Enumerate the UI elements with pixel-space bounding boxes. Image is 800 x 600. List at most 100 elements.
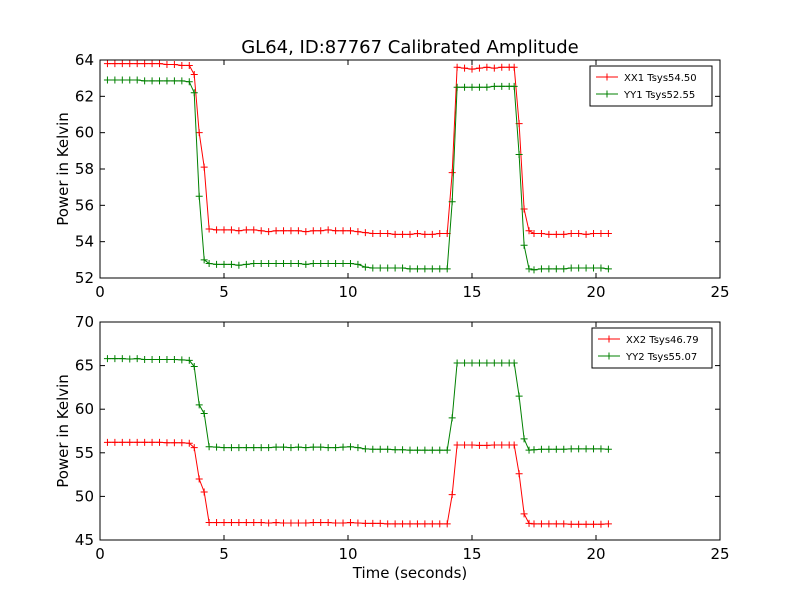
data-point	[376, 445, 384, 453]
data-point	[126, 355, 134, 363]
data-point	[399, 520, 407, 528]
legend-marker	[605, 335, 613, 343]
data-point	[354, 260, 362, 268]
data-point	[317, 519, 325, 527]
data-point	[468, 441, 476, 449]
data-point	[332, 444, 340, 452]
data-point	[205, 259, 213, 267]
data-point	[185, 356, 193, 364]
data-point	[448, 198, 456, 206]
legend: XX2 Tsys46.79 YY2 Tsys55.07	[591, 327, 713, 369]
data-point	[163, 355, 171, 363]
data-point	[510, 441, 518, 449]
data-point	[590, 229, 598, 237]
data-point	[220, 226, 228, 234]
data-point	[453, 63, 461, 71]
x-tick-label: 20	[586, 545, 605, 563]
data-point	[560, 265, 568, 273]
data-point	[369, 445, 377, 453]
data-point	[250, 226, 258, 234]
data-point	[126, 60, 134, 68]
data-point	[530, 266, 538, 274]
data-point	[190, 362, 198, 370]
data-point	[309, 227, 317, 235]
data-point	[200, 410, 208, 418]
data-point	[156, 77, 164, 85]
data-point	[250, 519, 258, 527]
data-point	[272, 443, 280, 451]
y-tick-label: 70	[75, 313, 94, 331]
data-point	[361, 263, 369, 271]
data-point	[443, 520, 451, 528]
data-point	[302, 444, 310, 452]
data-point	[475, 441, 483, 449]
data-point	[530, 520, 538, 528]
data-point	[590, 445, 598, 453]
data-point	[354, 228, 362, 236]
data-point	[468, 359, 476, 367]
x-tick-label: 0	[95, 283, 105, 301]
data-point	[461, 64, 469, 72]
x-tick-label: 20	[586, 283, 605, 301]
x-tick-label: 5	[219, 545, 229, 563]
data-point	[520, 510, 528, 518]
data-point	[582, 230, 590, 238]
legend-label: XX2 Tsys46.79	[626, 335, 699, 346]
y-tick-label: 58	[75, 160, 94, 178]
data-point	[265, 444, 273, 452]
bottom-plot: Power in Kelvin 0 5 10 15 20 25 45 50 55 60 65 70 XX2…	[54, 313, 730, 563]
data-point	[461, 441, 469, 449]
data-point	[575, 520, 583, 528]
data-point	[111, 76, 119, 84]
data-point	[200, 256, 208, 264]
data-point	[133, 355, 141, 363]
data-point	[545, 230, 553, 238]
data-point	[567, 445, 575, 453]
data-point	[567, 264, 575, 272]
data-point	[118, 76, 126, 84]
data-point	[391, 264, 399, 272]
data-point	[515, 150, 523, 158]
x-axis-label: Time (seconds)	[352, 564, 468, 582]
data-point	[141, 77, 149, 85]
data-point	[287, 519, 295, 527]
y-tick-label: 65	[75, 357, 94, 375]
data-point	[156, 355, 164, 363]
data-point	[272, 259, 280, 267]
data-point	[111, 60, 119, 68]
data-point	[537, 445, 545, 453]
data-point	[604, 229, 612, 237]
data-point	[227, 260, 235, 268]
y-tick-label: 55	[75, 444, 94, 462]
data-point	[604, 520, 612, 528]
data-point	[324, 259, 332, 267]
data-point	[483, 83, 491, 91]
data-point	[498, 82, 506, 90]
data-point	[170, 355, 178, 363]
data-point	[294, 259, 302, 267]
data-point	[346, 259, 354, 267]
data-point	[453, 359, 461, 367]
data-point	[280, 443, 288, 451]
data-point	[126, 438, 134, 446]
x-tick-label: 15	[462, 545, 481, 563]
data-point	[332, 227, 340, 235]
data-point	[421, 520, 429, 528]
data-point	[552, 265, 560, 273]
data-point	[582, 520, 590, 528]
data-point	[413, 265, 421, 273]
data-point	[520, 241, 528, 249]
data-point	[475, 64, 483, 72]
data-point	[525, 227, 533, 235]
data-point	[361, 519, 369, 527]
data-point	[257, 444, 265, 452]
data-point	[309, 443, 317, 451]
legend-label: YY2 Tsys55.07	[625, 352, 697, 363]
data-point	[354, 444, 362, 452]
data-point	[170, 77, 178, 85]
data-point	[220, 444, 228, 452]
data-point	[399, 230, 407, 238]
data-point	[213, 519, 221, 527]
data-point	[490, 441, 498, 449]
